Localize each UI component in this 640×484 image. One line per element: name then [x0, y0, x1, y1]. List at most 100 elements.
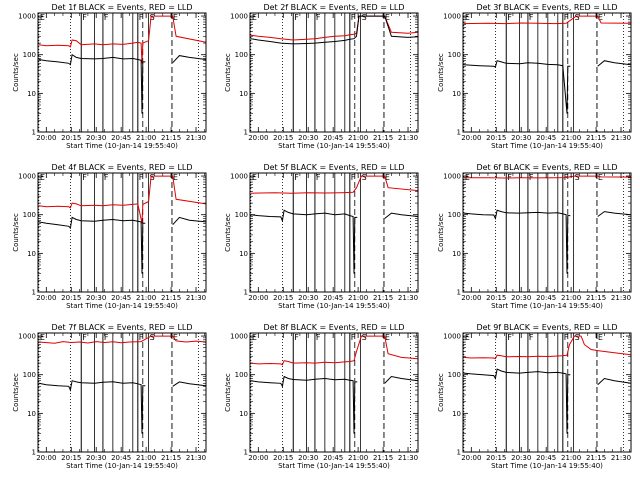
marker-label: F [139, 333, 144, 342]
y-axis-label: Counts/sec [437, 53, 445, 92]
marker-label: F [139, 173, 144, 182]
x-tick-label: 20:45 [536, 134, 556, 142]
marker-label: E [465, 13, 470, 22]
x-tick-label: 20:30 [298, 134, 318, 142]
marker-label: F [351, 173, 356, 182]
y-tick-label: 1000 [18, 13, 36, 21]
x-tick-label: 20:30 [86, 134, 106, 142]
marker-label: S [362, 333, 367, 342]
y-tick-label: 1000 [443, 173, 461, 181]
x-tick-label: 21:00 [136, 294, 156, 302]
x-tick-label: 21:15 [586, 454, 606, 462]
marker-label: S [362, 173, 367, 182]
marker-label: F [564, 13, 569, 22]
x-tick-label: 20:30 [511, 454, 531, 462]
series-group [250, 175, 418, 274]
x-tick-label: 21:15 [373, 454, 393, 462]
marker-label: F [507, 13, 512, 22]
x-tick-label: 21:30 [398, 134, 418, 142]
marker-label: E [385, 173, 390, 182]
plot-frame [37, 12, 207, 133]
series-lld-line [38, 175, 206, 224]
y-tick-label: 1 [457, 449, 461, 457]
marker-label: F [507, 333, 512, 342]
y-tick-label: 1 [32, 289, 36, 297]
y-tick-label: 10 [27, 250, 36, 258]
x-tick-label: 20:30 [511, 294, 531, 302]
y-tick-label: 10 [452, 410, 461, 418]
x-tick-label: 20:15 [486, 454, 506, 462]
x-tick-label: 21:15 [161, 294, 181, 302]
x-tick-label: 21:30 [398, 454, 418, 462]
y-tick-label: 1000 [18, 333, 36, 341]
x-tick-label: 21:15 [586, 134, 606, 142]
panel-title: Det 8f BLACK = Events, RED = LLD [263, 323, 404, 332]
plot-frame [37, 332, 207, 453]
x-tick-label: 20:00 [461, 134, 481, 142]
y-tick-label: 10 [239, 250, 248, 258]
series-lld-line [463, 15, 631, 25]
series-events-line [384, 375, 418, 384]
x-tick-label: 21:00 [136, 134, 156, 142]
x-tick-label: 20:15 [273, 134, 293, 142]
series-events-line [38, 216, 146, 274]
series-events-line [250, 15, 418, 45]
y-tick-label: 1 [244, 449, 248, 457]
y-tick-label: 1000 [443, 333, 461, 341]
x-tick-label: 20:30 [298, 294, 318, 302]
panel-title: Det 4f BLACK = Events, RED = LLD [51, 163, 192, 172]
x-tick-label: 21:15 [373, 134, 393, 142]
x-tick-label: 21:15 [586, 294, 606, 302]
plot-frame [249, 332, 419, 453]
x-tick-label: 21:30 [186, 454, 206, 462]
x-tick-label: 20:30 [86, 454, 106, 462]
x-axis-label: Start Time (10-Jan-14 19:55:40) [66, 462, 178, 470]
x-tick-label: 20:15 [61, 134, 81, 142]
y-tick-label: 1000 [443, 13, 461, 21]
marker-label: F [351, 333, 356, 342]
x-tick-label: 21:00 [348, 454, 368, 462]
x-tick-label: 21:00 [561, 294, 581, 302]
marker-label: F [104, 173, 109, 182]
series-group [463, 175, 631, 274]
y-axis-label: Counts/sec [12, 373, 20, 412]
plot-frame [462, 172, 632, 293]
panel-title: Det 5f BLACK = Events, RED = LLD [263, 163, 404, 172]
y-axis-label: Counts/sec [12, 53, 20, 92]
marker-label: E [598, 13, 603, 22]
x-tick-label: 21:15 [373, 294, 393, 302]
marker-label: F [294, 13, 299, 22]
y-tick-label: 1000 [230, 173, 248, 181]
series-events-line [597, 211, 631, 217]
y-tick-label: 10 [239, 410, 248, 418]
x-tick-label: 21:30 [611, 454, 631, 462]
marker-label: F [294, 333, 299, 342]
marker-label: F [316, 333, 321, 342]
x-tick-label: 20:15 [61, 454, 81, 462]
x-tick-label: 20:45 [111, 294, 131, 302]
y-tick-label: 100 [23, 51, 36, 59]
marker-label: E [385, 13, 390, 22]
y-tick-label: 1 [457, 289, 461, 297]
x-tick-label: 20:45 [323, 294, 343, 302]
y-tick-label: 100 [235, 51, 248, 59]
y-tick-label: 1 [244, 129, 248, 137]
plot-frame [462, 12, 632, 133]
marker-label: S [575, 173, 580, 182]
x-tick-label: 20:15 [486, 294, 506, 302]
x-tick-label: 21:30 [186, 294, 206, 302]
series-events-line [463, 60, 571, 114]
marker-label: S [150, 173, 155, 182]
y-tick-label: 100 [448, 211, 461, 219]
x-tick-label: 20:30 [511, 134, 531, 142]
series-events-line [463, 368, 571, 434]
marker-label: E [252, 333, 257, 342]
y-tick-label: 100 [448, 371, 461, 379]
y-axis-label: Counts/sec [224, 213, 232, 252]
